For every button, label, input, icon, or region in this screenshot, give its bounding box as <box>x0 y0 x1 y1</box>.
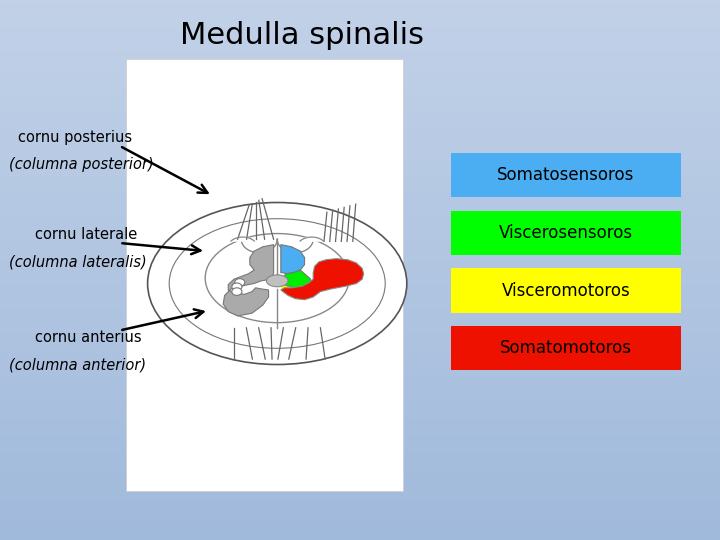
Ellipse shape <box>169 219 385 348</box>
Ellipse shape <box>205 233 349 323</box>
Text: (columna anterior): (columna anterior) <box>9 357 146 372</box>
Circle shape <box>232 288 242 295</box>
Polygon shape <box>281 259 364 300</box>
FancyBboxPatch shape <box>451 326 681 370</box>
Text: cornu laterale: cornu laterale <box>35 227 137 242</box>
Polygon shape <box>223 245 274 316</box>
Text: Visceromotoros: Visceromotoros <box>502 281 630 300</box>
Text: Medulla spinalis: Medulla spinalis <box>181 21 424 50</box>
Polygon shape <box>300 237 323 241</box>
FancyBboxPatch shape <box>451 153 681 197</box>
Circle shape <box>232 283 242 291</box>
Text: (columna lateralis): (columna lateralis) <box>9 254 147 269</box>
Bar <box>126 59 403 491</box>
Ellipse shape <box>266 275 288 287</box>
FancyBboxPatch shape <box>451 268 681 313</box>
Text: cornu posterius: cornu posterius <box>18 130 132 145</box>
Text: cornu anterius: cornu anterius <box>35 330 141 345</box>
Polygon shape <box>281 245 305 274</box>
Ellipse shape <box>148 202 407 364</box>
Circle shape <box>235 279 245 286</box>
Polygon shape <box>231 237 254 241</box>
Text: (columna posterior): (columna posterior) <box>9 157 154 172</box>
Polygon shape <box>281 284 317 300</box>
Text: Viscerosensoros: Viscerosensoros <box>499 224 633 242</box>
Text: Somatomotoros: Somatomotoros <box>500 339 632 357</box>
FancyBboxPatch shape <box>451 211 681 255</box>
Polygon shape <box>283 270 313 292</box>
Text: Somatosensoros: Somatosensoros <box>498 166 634 184</box>
